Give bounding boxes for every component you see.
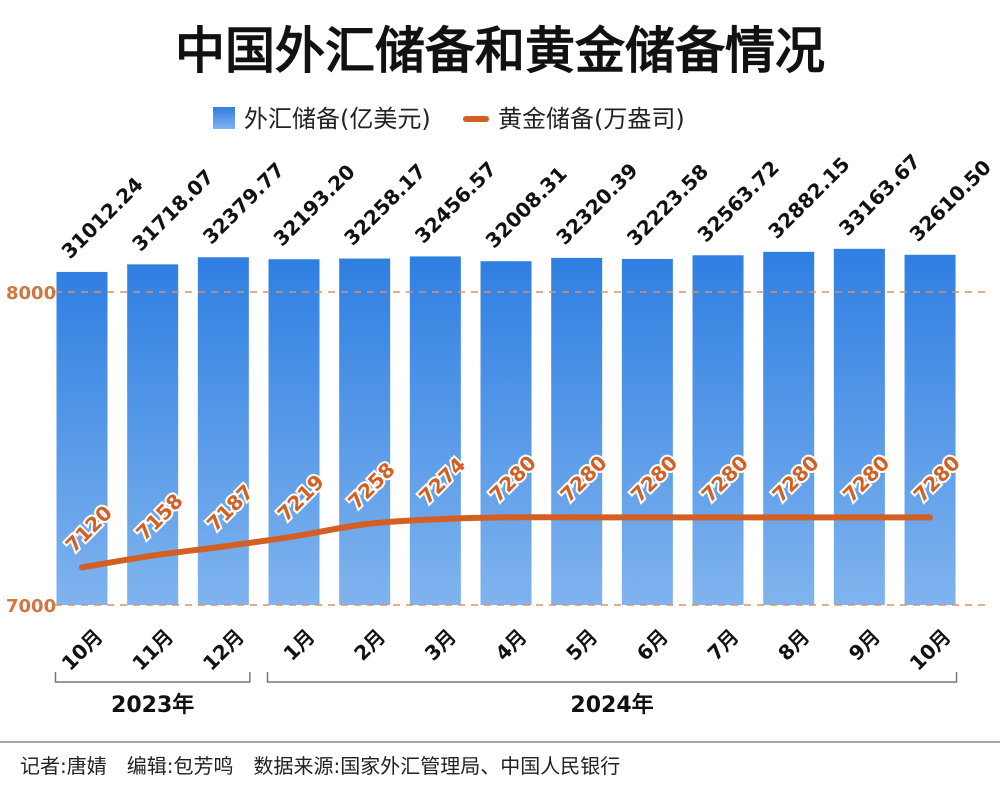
year-label: 2024年 — [570, 692, 653, 718]
x-tick-label: 10月 — [905, 624, 956, 675]
bar-forex — [551, 257, 603, 605]
year-bracket — [266, 672, 958, 683]
x-tick-label: 6月 — [632, 624, 673, 665]
bar-label: 31012.24 — [57, 172, 148, 263]
bar-forex — [833, 248, 885, 605]
x-tick-label: 12月 — [198, 624, 249, 675]
bar-forex — [268, 259, 320, 605]
bar-forex — [621, 258, 673, 605]
bar-forex — [763, 251, 815, 605]
x-tick-label: 8月 — [773, 624, 814, 665]
x-tick-label: 9月 — [844, 624, 885, 665]
legend-swatch-gold — [463, 116, 489, 122]
bar-forex — [339, 258, 391, 605]
bar-forex — [127, 264, 179, 605]
bar-forex — [56, 271, 108, 605]
x-tick-label: 5月 — [561, 624, 602, 665]
y-tick-label: 7000 — [6, 596, 56, 617]
bar-forex — [409, 256, 461, 605]
y-tick-label: 8000 — [6, 283, 56, 304]
x-tick-label: 7月 — [703, 624, 744, 665]
bar-forex — [480, 261, 532, 605]
x-tick-label: 3月 — [420, 624, 461, 665]
legend: 外汇储备(亿美元) 黄金储备(万盎司) — [213, 105, 685, 133]
legend-label-forex: 外汇储备(亿美元) — [244, 105, 431, 133]
legend-swatch-forex — [213, 107, 235, 129]
bar-forex — [197, 257, 249, 605]
chart-title: 中国外汇储备和黄金储备情况 — [175, 22, 825, 80]
bar-label: 31718.07 — [127, 165, 218, 256]
x-tick-label: 1月 — [278, 624, 319, 665]
bar-forex — [904, 254, 956, 605]
year-label: 2023年 — [111, 692, 194, 718]
x-tick-label: 11月 — [127, 624, 178, 675]
x-tick-label: 2月 — [349, 624, 390, 665]
x-tick-label: 4月 — [490, 624, 531, 665]
x-tick-label: 10月 — [57, 624, 108, 675]
footer-credits: 记者:唐婧 编辑:包芳鸣 数据来源:国家外汇管理局、中国人民银行 — [20, 754, 620, 778]
gold-line — [79, 514, 934, 571]
year-bracket — [54, 672, 251, 683]
bar-forex — [692, 255, 744, 606]
legend-label-gold: 黄金储备(万盎司) — [498, 105, 685, 133]
